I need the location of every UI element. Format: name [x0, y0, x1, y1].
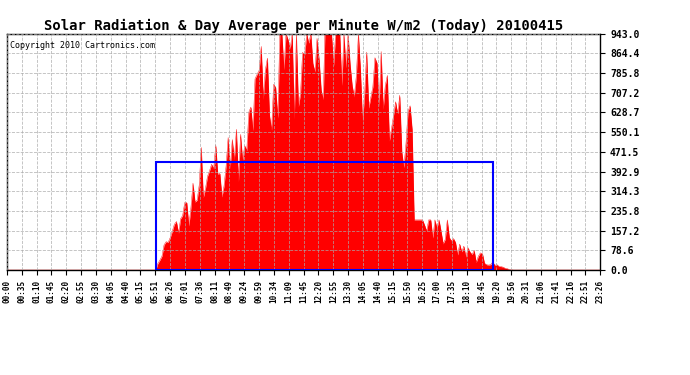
Text: Copyright 2010 Cartronics.com: Copyright 2010 Cartronics.com: [10, 41, 155, 50]
Bar: [156, 162, 493, 270]
Title: Solar Radiation & Day Average per Minute W/m2 (Today) 20100415: Solar Radiation & Day Average per Minute…: [44, 18, 563, 33]
